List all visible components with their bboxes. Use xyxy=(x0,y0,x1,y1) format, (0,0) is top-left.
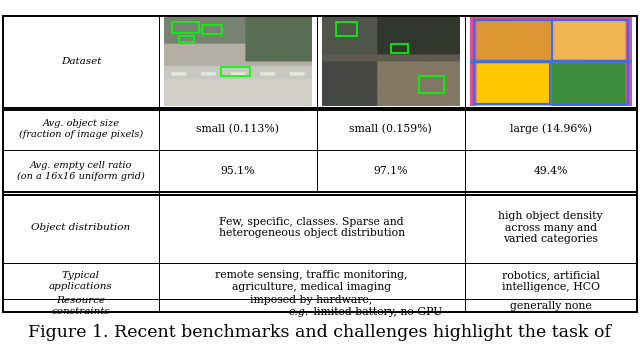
Bar xyxy=(179,36,194,42)
Text: small (0.113%): small (0.113%) xyxy=(196,124,279,134)
Text: remote sensing, traffic monitoring,
agriculture, medical imaging: remote sensing, traffic monitoring, agri… xyxy=(216,270,408,292)
Text: 97.1%: 97.1% xyxy=(374,166,408,176)
Text: 49.4%: 49.4% xyxy=(534,166,568,176)
Text: small (0.159%): small (0.159%) xyxy=(349,124,432,134)
Text: high object density
across many and
varied categories: high object density across many and vari… xyxy=(499,211,603,244)
Text: [21]: [21] xyxy=(239,22,268,35)
Text: Object distribution: Object distribution xyxy=(31,223,131,232)
Text: e.g.: e.g. xyxy=(288,306,308,317)
Text: 95.1%: 95.1% xyxy=(221,166,255,176)
Bar xyxy=(474,62,550,104)
Bar xyxy=(172,22,198,33)
Bar xyxy=(337,22,357,36)
Bar xyxy=(392,44,408,53)
Text: robotics, artificial
intelligence, HCO: robotics, artificial intelligence, HCO xyxy=(502,270,600,292)
Text: large (14.96%): large (14.96%) xyxy=(509,124,592,134)
Text: Avg. object size
(fraction of image pixels): Avg. object size (fraction of image pixe… xyxy=(19,119,143,139)
Bar xyxy=(202,25,222,34)
Bar xyxy=(419,76,444,93)
Text: imposed by hardware,: imposed by hardware, xyxy=(250,294,373,305)
Text: limited battery, no GPU: limited battery, no GPU xyxy=(310,306,442,317)
Text: Figure 1. Recent benchmarks and challenges highlight the task of: Figure 1. Recent benchmarks and challeng… xyxy=(29,324,611,341)
Text: Dataset: Dataset xyxy=(61,57,101,66)
Bar xyxy=(552,19,628,61)
Text: Resource
constraints: Resource constraints xyxy=(52,296,110,316)
Text: [15]: [15] xyxy=(552,22,580,35)
Text: generally none: generally none xyxy=(510,301,591,311)
Text: MS COCO: MS COCO xyxy=(477,22,550,35)
Text: Avg. empty cell ratio
(on a 16x16 uniform grid): Avg. empty cell ratio (on a 16x16 unifor… xyxy=(17,161,145,181)
Text: SDD: SDD xyxy=(355,22,390,35)
Bar xyxy=(3,16,637,312)
Text: Typical
applications: Typical applications xyxy=(49,271,113,291)
Text: Few, specific, classes. Sparse and
heterogeneous object distribution: Few, specific, classes. Sparse and heter… xyxy=(219,217,404,239)
Text: [26]: [26] xyxy=(392,22,420,35)
Text: VEDAI: VEDAI xyxy=(188,22,238,35)
Bar xyxy=(221,67,250,76)
